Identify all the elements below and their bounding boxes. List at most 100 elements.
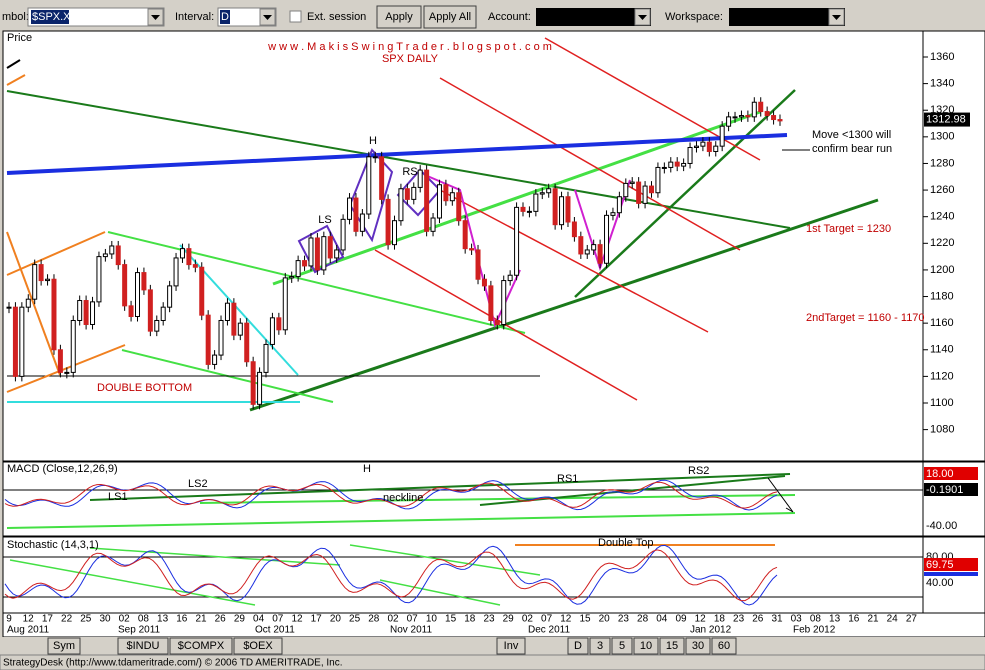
candle [327, 236, 333, 259]
tab-label: 60 [718, 640, 730, 652]
candle [636, 181, 642, 204]
date-label: 04 [656, 614, 668, 625]
tab[interactable] [496, 637, 526, 655]
date-label: 9 [6, 614, 12, 625]
date-label: 02 [119, 614, 131, 625]
candle [584, 249, 590, 255]
date-label: 28 [368, 614, 380, 625]
candle [51, 278, 57, 351]
y-tick-label: 1280 [930, 157, 954, 169]
dropdown-arrow [151, 15, 160, 20]
tab[interactable] [567, 637, 589, 655]
candle [475, 249, 481, 280]
tab[interactable] [169, 637, 233, 655]
tab[interactable] [47, 637, 81, 655]
apply-all-button[interactable] [423, 5, 477, 29]
candle [154, 319, 160, 332]
candle [591, 244, 597, 251]
candle [649, 185, 654, 194]
candle [263, 343, 269, 373]
candle [25, 298, 31, 308]
tab[interactable] [233, 637, 283, 655]
candle [501, 280, 507, 325]
value-badge [924, 483, 978, 496]
y-tick-label: 1120 [930, 370, 954, 382]
candle [96, 256, 102, 303]
candle [404, 188, 410, 200]
date-label: 21 [195, 614, 207, 625]
panel-label: Stochastic (14,3,1) [7, 539, 99, 551]
candle [321, 236, 327, 271]
trendline [6, 512, 796, 529]
candle [276, 317, 282, 331]
tab[interactable] [611, 637, 633, 655]
stochastic-panel [2, 536, 924, 614]
tab[interactable] [659, 637, 685, 655]
candle [668, 161, 674, 168]
candle [706, 141, 712, 152]
date-label: 15 [445, 614, 457, 625]
date-label: 13 [829, 614, 841, 625]
tab-label: $INDU [126, 640, 159, 652]
trendline [349, 544, 541, 576]
tab[interactable] [589, 637, 611, 655]
candle [70, 319, 76, 373]
candle [6, 306, 12, 309]
date-label: 08 [138, 614, 150, 625]
account-input[interactable] [536, 8, 651, 26]
apply-all-label: Apply All [429, 11, 471, 23]
tab[interactable] [685, 637, 711, 655]
date-label: 30 [99, 614, 111, 625]
candle [674, 161, 680, 167]
candle [713, 145, 719, 152]
trendline [107, 231, 526, 334]
apply-button[interactable] [376, 5, 422, 29]
candle [224, 302, 230, 321]
date-label: 07 [541, 614, 553, 625]
subtitle: SPX DAILY [382, 53, 439, 65]
date-label: 16 [848, 614, 860, 625]
candle [289, 276, 295, 279]
tab[interactable] [117, 637, 169, 655]
tab-label: $COMPX [178, 640, 225, 652]
trendline [6, 74, 26, 86]
pointer-line [6, 59, 21, 69]
date-label: 07 [407, 614, 419, 625]
macd-value: 18.00 [926, 468, 954, 480]
annotation: LS2 [188, 478, 208, 490]
candle [205, 314, 211, 365]
candle [353, 197, 359, 232]
candle [269, 317, 275, 345]
date-label: 03 [791, 614, 803, 625]
candle [642, 185, 648, 204]
candle [38, 264, 44, 282]
pointer-line [767, 477, 794, 513]
trendline [6, 90, 791, 229]
candle [302, 260, 308, 267]
candle [122, 264, 128, 307]
annotation: LS [318, 214, 331, 226]
date-label: 27 [906, 614, 918, 625]
candle [494, 319, 500, 325]
month-label: Oct 2011 [255, 625, 295, 636]
month-label: Feb 2012 [793, 625, 836, 636]
tab[interactable] [711, 637, 737, 655]
candle [520, 206, 526, 212]
annotation: RS [402, 166, 417, 178]
annotation: LS1 [108, 491, 128, 503]
tab-label: D [574, 640, 582, 652]
ext-session-checkbox[interactable] [289, 10, 302, 23]
y-tick-label: 1260 [930, 184, 954, 196]
y-tick-label: 1360 [930, 51, 954, 63]
tab[interactable] [633, 637, 659, 655]
candle [546, 188, 552, 194]
candle [616, 196, 622, 214]
symbol-value: $SPX.X [32, 11, 71, 23]
trendline [439, 77, 741, 251]
candle [102, 253, 108, 258]
date-label: 26 [752, 614, 764, 625]
annotation: RS2 [688, 465, 709, 477]
candle [436, 184, 442, 219]
candle [199, 266, 205, 316]
workspace-input[interactable] [729, 8, 845, 26]
